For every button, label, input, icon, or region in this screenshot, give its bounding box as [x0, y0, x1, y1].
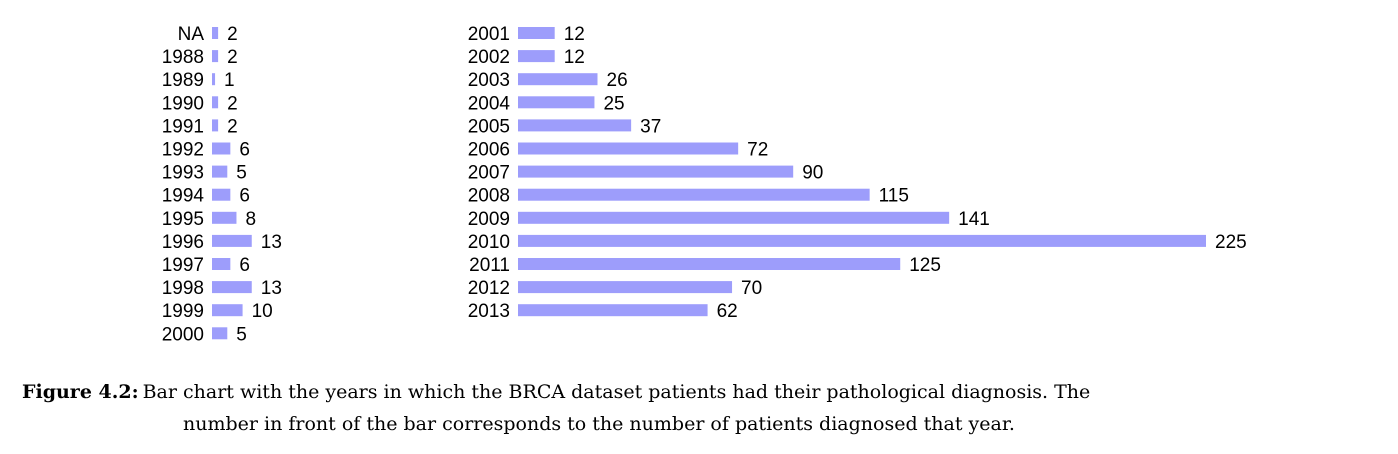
category-label: 1993 [162, 163, 204, 184]
value-label: 12 [564, 24, 585, 45]
category-label: 2010 [468, 232, 510, 253]
category-label: 2000 [162, 324, 204, 345]
value-label: 13 [261, 278, 282, 299]
value-label: 125 [909, 255, 941, 276]
bar [212, 327, 228, 340]
bar [518, 165, 794, 178]
bar [518, 73, 598, 86]
category-label: 2001 [468, 24, 510, 45]
bar [212, 73, 216, 86]
category-label: 1992 [162, 140, 204, 161]
value-label: 72 [747, 140, 768, 161]
bar [212, 188, 231, 201]
category-label: NA [178, 24, 205, 45]
bar [518, 234, 1206, 247]
value-label: 5 [236, 324, 247, 345]
caption-label: Figure 4.2: [22, 381, 139, 403]
category-label: 2012 [468, 278, 510, 299]
value-label: 6 [239, 140, 250, 161]
value-label: 12 [564, 47, 585, 68]
bar [518, 142, 739, 155]
bar [212, 165, 228, 178]
value-label: 6 [239, 255, 250, 276]
value-label: 90 [802, 163, 823, 184]
bar [518, 304, 708, 317]
value-label: 1 [224, 70, 235, 91]
bar [518, 96, 595, 109]
category-label: 2007 [468, 163, 510, 184]
value-label: 70 [741, 278, 762, 299]
right-bar-panel: 2001 12 2002 12 2003 26 2004 25 2005 37 2006 72 2007… [468, 24, 1247, 322]
value-label: 6 [239, 186, 250, 207]
bar [212, 27, 219, 39]
category-label: 2003 [468, 70, 510, 91]
category-label: 1998 [162, 278, 204, 299]
category-label: 1989 [162, 70, 204, 91]
caption-line-2: number in front of the bar corresponds t… [183, 413, 1015, 435]
category-label: 2009 [468, 209, 510, 230]
value-label: 8 [245, 209, 256, 230]
value-label: 2 [227, 93, 238, 114]
category-label: 2005 [468, 116, 510, 137]
value-label: 26 [607, 70, 628, 91]
bar [212, 211, 237, 224]
category-label: 1994 [162, 186, 205, 207]
value-label: 25 [603, 93, 624, 114]
left-bar-panel: NA 2 1988 2 1989 1 1990 2 1991 2 1992 6 1993 5 1994 6 19… [162, 24, 282, 345]
value-label: 2 [227, 47, 238, 68]
category-label: 1996 [162, 232, 204, 253]
bar-chart: NA 2 1988 2 1989 1 1990 2 1991 2 1992 6 1993 5 1994 6 19… [162, 24, 1247, 345]
bar [518, 119, 632, 132]
category-label: 1991 [162, 116, 204, 137]
bar [212, 281, 252, 294]
bar [212, 234, 252, 247]
bar [212, 304, 243, 317]
figure-caption: Figure 4.2: Bar chart with the years in w… [22, 376, 1382, 440]
value-label: 225 [1215, 232, 1247, 253]
bar [518, 50, 555, 63]
bar [212, 142, 231, 155]
category-label: 1988 [162, 47, 204, 68]
bar [518, 188, 870, 201]
value-label: 115 [879, 186, 909, 207]
value-label: 37 [640, 116, 661, 137]
category-label: 1995 [162, 209, 204, 230]
category-label: 1990 [162, 93, 204, 114]
value-label: 141 [958, 209, 990, 230]
category-label: 2008 [468, 186, 510, 207]
value-label: 2 [227, 24, 238, 45]
bar [518, 258, 901, 270]
bar [518, 27, 555, 39]
caption-line-1: Bar chart with the years in which the BR… [142, 381, 1091, 403]
category-label: 2006 [468, 140, 510, 161]
category-label: 2013 [468, 301, 510, 322]
category-label: 2002 [468, 47, 510, 68]
bar [212, 258, 231, 270]
value-label: 5 [236, 163, 247, 184]
bar [212, 119, 219, 132]
category-label: 2011 [469, 255, 510, 276]
category-label: 2004 [468, 93, 511, 114]
value-label: 10 [252, 301, 273, 322]
category-label: 1999 [162, 301, 204, 322]
value-label: 62 [717, 301, 738, 322]
bar [518, 211, 950, 224]
bar [212, 96, 219, 109]
value-label: 2 [227, 116, 238, 137]
bar [212, 50, 219, 63]
category-label: 1997 [162, 255, 204, 276]
value-label: 13 [261, 232, 282, 253]
bar [518, 281, 733, 294]
